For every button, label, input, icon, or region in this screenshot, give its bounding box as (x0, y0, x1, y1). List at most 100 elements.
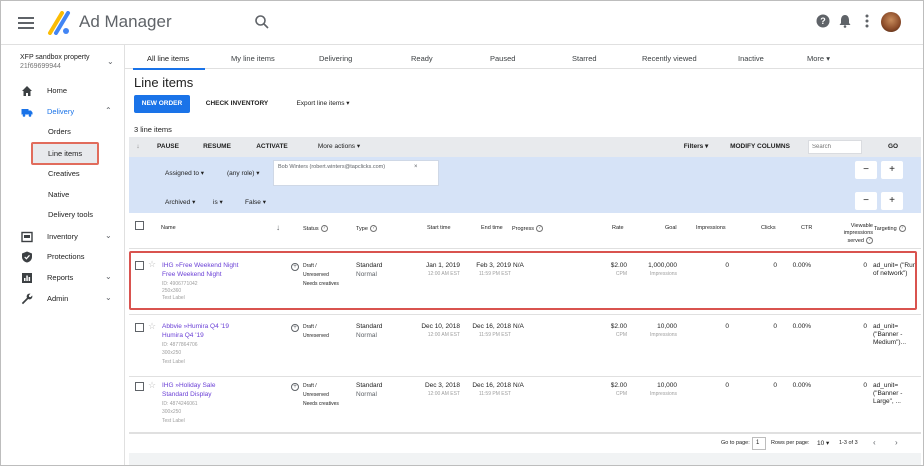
col-status[interactable]: Status? (303, 225, 328, 233)
sidebar-item-home[interactable]: Home (1, 82, 125, 100)
col-progress-label: Progress (512, 225, 535, 232)
user-chip-field[interactable]: Bob Winters (robert.winters@tapclicks.co… (273, 160, 439, 186)
order-link[interactable]: IHG »Holiday Sale (162, 382, 216, 389)
sidebar-subitem-creatives[interactable]: Creatives (48, 169, 80, 178)
sidebar-subitem-orders[interactable]: Orders (48, 127, 71, 136)
export-line-items-button[interactable]: Export line items ▾ (287, 95, 359, 113)
row-checkbox[interactable] (135, 261, 144, 270)
activate-button[interactable]: ACTIVATE (256, 143, 288, 150)
chevron-down-icon: ⌄ (105, 272, 112, 281)
end-date: Feb 3, 2019 (476, 262, 511, 269)
remove-filter-button-2[interactable]: − (855, 192, 877, 210)
col-start-time[interactable]: Start time (427, 225, 451, 231)
more-vert-icon[interactable] (859, 14, 875, 30)
tab-ready[interactable]: Ready (411, 54, 433, 63)
col-goal[interactable]: Goal (665, 225, 677, 231)
filters-button[interactable]: Filters ▾ (683, 143, 709, 150)
col-rate[interactable]: Rate (612, 225, 624, 231)
end-time: 11:59 PM EST (478, 271, 511, 277)
type-line1: Standard (356, 323, 383, 330)
archived-filter[interactable]: Archived ▾ (165, 199, 196, 206)
rows-per-page-select[interactable]: 10 ▾ (817, 440, 830, 447)
sidebar-item-inventory[interactable]: Inventory ⌄ (1, 228, 125, 246)
select-caret-icon[interactable]: ↓ (136, 143, 140, 150)
tab-more[interactable]: More ▾ (807, 54, 830, 63)
prev-page-icon[interactable]: ‹ (873, 438, 876, 447)
chip-close-icon[interactable]: × (414, 164, 418, 170)
select-all-checkbox[interactable] (135, 221, 144, 230)
help-icon[interactable]: ? (320, 225, 328, 232)
col-impressions[interactable]: Impressions (696, 225, 726, 231)
check-inventory-button[interactable]: CHECK INVENTORY (199, 95, 275, 113)
table-row[interactable]: ☆ IHG »Holiday Sale Standard Display ID:… (129, 377, 921, 433)
sidebar-subitem-native[interactable]: Native (48, 190, 70, 199)
search-input[interactable] (808, 140, 862, 154)
remove-filter-button-1[interactable]: − (855, 161, 877, 179)
sidebar-subitem-delivery-tools[interactable]: Delivery tools (48, 210, 94, 219)
tab-all-line-items[interactable]: All line items (147, 54, 190, 63)
sidebar-item-protections[interactable]: Protections (1, 248, 125, 266)
star-icon[interactable]: ☆ (148, 321, 157, 331)
col-viewable[interactable]: Viewable impressions served? (829, 223, 873, 245)
tab-inactive[interactable]: Inactive (738, 54, 764, 63)
table-row[interactable]: ☆ IHG »Free Weekend Night Free Weekend N… (129, 253, 921, 315)
add-circle-icon[interactable]: + (291, 383, 299, 391)
assigned-to-filter[interactable]: Assigned to ▾ (165, 170, 205, 177)
avatar[interactable] (881, 12, 901, 32)
value-filter[interactable]: False ▾ (245, 199, 266, 206)
help-icon[interactable]: ? (866, 237, 873, 244)
status-line2: Unreserved (303, 392, 329, 398)
tab-starred[interactable]: Starred (572, 54, 597, 63)
network-selector[interactable]: XFP sandbox property 21f69699944 (20, 53, 110, 71)
pause-button[interactable]: PAUSE (157, 143, 179, 150)
more-actions-button[interactable]: More actions ▾ (317, 143, 361, 150)
col-progress[interactable]: Progress? (512, 225, 544, 233)
sidebar-item-reports[interactable]: Reports ⌄ (1, 269, 125, 287)
line-item-link[interactable]: Humira Q4 '19 (162, 332, 204, 339)
sort-arrow-icon[interactable]: ↓ (276, 223, 280, 232)
star-icon[interactable]: ☆ (148, 380, 157, 390)
tab-recently-viewed[interactable]: Recently viewed (642, 54, 697, 63)
col-targeting[interactable]: Targeting? (874, 225, 906, 233)
order-link[interactable]: Abbvie »Humira Q4 '19 (162, 323, 229, 330)
col-ctr[interactable]: CTR (801, 225, 813, 231)
col-end-time[interactable]: End time (481, 225, 503, 231)
tab-paused[interactable]: Paused (490, 54, 516, 63)
add-circle-icon[interactable]: + (291, 263, 299, 271)
new-order-button[interactable]: NEW ORDER (134, 95, 190, 113)
order-link[interactable]: IHG »Free Weekend Night (162, 262, 239, 269)
add-filter-button-2[interactable]: + (881, 192, 903, 210)
help-icon[interactable]: ? (815, 14, 831, 30)
resume-button[interactable]: RESUME (203, 143, 231, 150)
tab-my-line-items[interactable]: My line items (231, 54, 275, 63)
modify-columns-button[interactable]: MODIFY COLUMNS (730, 143, 790, 150)
sidebar-item-delivery[interactable]: Delivery ⌃ (1, 103, 125, 121)
help-icon[interactable]: ? (369, 225, 377, 232)
page-input[interactable]: 1 (752, 437, 766, 450)
col-type[interactable]: Type? (356, 225, 377, 233)
sidebar-item-admin[interactable]: Admin ⌄ (1, 290, 125, 308)
go-button[interactable]: GO (887, 143, 899, 150)
bell-icon[interactable] (837, 14, 853, 30)
goal-unit: Impressions (650, 271, 677, 277)
next-page-icon[interactable]: › (895, 438, 898, 447)
line-item-link[interactable]: Standard Display (162, 391, 212, 398)
col-name[interactable]: Name (161, 225, 176, 231)
row-checkbox[interactable] (135, 382, 144, 391)
table-row[interactable]: ☆ Abbvie »Humira Q4 '19 Humira Q4 '19 ID… (129, 315, 921, 377)
help-icon[interactable]: ? (536, 225, 544, 232)
operator-filter[interactable]: is ▾ (213, 199, 223, 206)
star-icon[interactable]: ☆ (148, 259, 157, 269)
network-chevron-icon[interactable]: ⌄ (107, 57, 114, 66)
add-circle-icon[interactable]: + (291, 324, 299, 332)
menu-icon[interactable] (18, 14, 34, 30)
row-checkbox[interactable] (135, 323, 144, 332)
add-filter-button-1[interactable]: + (881, 161, 903, 179)
line-item-link[interactable]: Free Weekend Night (162, 271, 222, 278)
sidebar-subitem-line-items[interactable]: Line items (48, 149, 83, 158)
role-filter[interactable]: (any role) ▾ (227, 170, 260, 177)
col-clicks[interactable]: Clicks (761, 225, 776, 231)
help-icon[interactable]: ? (898, 225, 906, 232)
search-icon[interactable] (254, 14, 270, 30)
tab-delivering[interactable]: Delivering (319, 54, 353, 63)
